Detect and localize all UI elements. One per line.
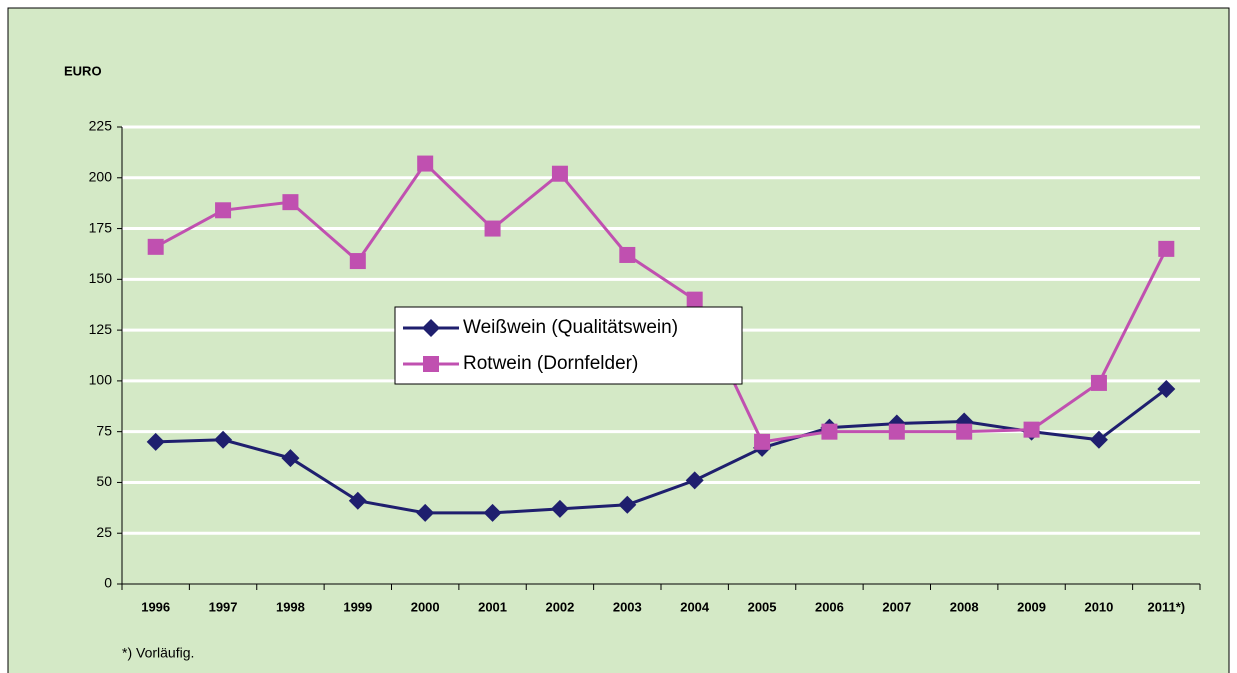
marker xyxy=(956,423,973,440)
y-tick-label: 75 xyxy=(96,422,112,438)
footnote: *) Vorläufig. xyxy=(122,645,194,661)
marker xyxy=(551,165,568,182)
marker xyxy=(686,291,703,308)
x-tick-label: 2006 xyxy=(815,599,844,614)
x-tick-label: 2004 xyxy=(680,599,710,614)
x-tick-label: 2008 xyxy=(950,599,979,614)
marker xyxy=(685,471,704,490)
y-tick-label: 175 xyxy=(89,219,113,235)
y-tick-label: 100 xyxy=(89,372,113,388)
legend-label: Rotwein (Dornfelder) xyxy=(463,353,638,374)
y-tick-label: 150 xyxy=(89,270,113,286)
x-tick-label: 2002 xyxy=(545,599,574,614)
series-line xyxy=(154,161,1168,444)
marker xyxy=(417,155,434,172)
marker xyxy=(1158,240,1175,257)
y-tick-label: 25 xyxy=(96,524,112,540)
y-tick-label: 225 xyxy=(89,118,113,134)
legend-box xyxy=(394,306,743,385)
series-line xyxy=(155,387,1168,515)
marker xyxy=(888,423,905,440)
x-tick-label: 1998 xyxy=(276,599,305,614)
marker xyxy=(550,499,569,518)
x-tick-label: 2000 xyxy=(411,599,440,614)
x-tick-label: 2011*) xyxy=(1148,599,1186,614)
y-tick-label: 0 xyxy=(104,575,112,591)
marker xyxy=(1023,421,1040,438)
x-tick-label: 1999 xyxy=(343,599,372,614)
y-tick-label: 200 xyxy=(89,168,113,184)
legend-label: Weißwein (Qualitätswein) xyxy=(463,317,678,338)
x-tick-label: 2001 xyxy=(478,599,507,614)
marker xyxy=(282,194,299,211)
y-tick-label: 125 xyxy=(89,321,113,337)
x-tick-label: 1997 xyxy=(209,599,238,614)
x-tick-label: 2007 xyxy=(882,599,911,614)
marker xyxy=(422,319,440,337)
x-tick-label: 1996 xyxy=(141,599,170,614)
x-tick-label: 2003 xyxy=(613,599,642,614)
marker xyxy=(1090,374,1107,391)
y-tick-label: 50 xyxy=(96,473,112,489)
marker xyxy=(619,246,636,263)
marker xyxy=(348,491,367,510)
marker xyxy=(416,503,435,522)
marker xyxy=(423,356,439,372)
marker xyxy=(349,253,366,270)
x-tick-label: 2005 xyxy=(748,599,777,614)
marker xyxy=(215,202,232,219)
x-tick-label: 2010 xyxy=(1084,599,1113,614)
marker xyxy=(281,449,300,468)
marker xyxy=(618,495,637,514)
marker xyxy=(484,220,501,237)
marker xyxy=(214,430,233,449)
marker xyxy=(1157,380,1176,399)
marker xyxy=(146,432,165,451)
marker xyxy=(754,433,771,450)
marker xyxy=(147,238,164,255)
marker xyxy=(1089,430,1108,449)
y-axis-label: EURO xyxy=(64,63,102,78)
x-tick-label: 2009 xyxy=(1017,599,1046,614)
marker xyxy=(483,503,502,522)
marker xyxy=(821,423,838,440)
legend: Weißwein (Qualitätswein) Rotwein (Dornfel… xyxy=(394,306,743,385)
